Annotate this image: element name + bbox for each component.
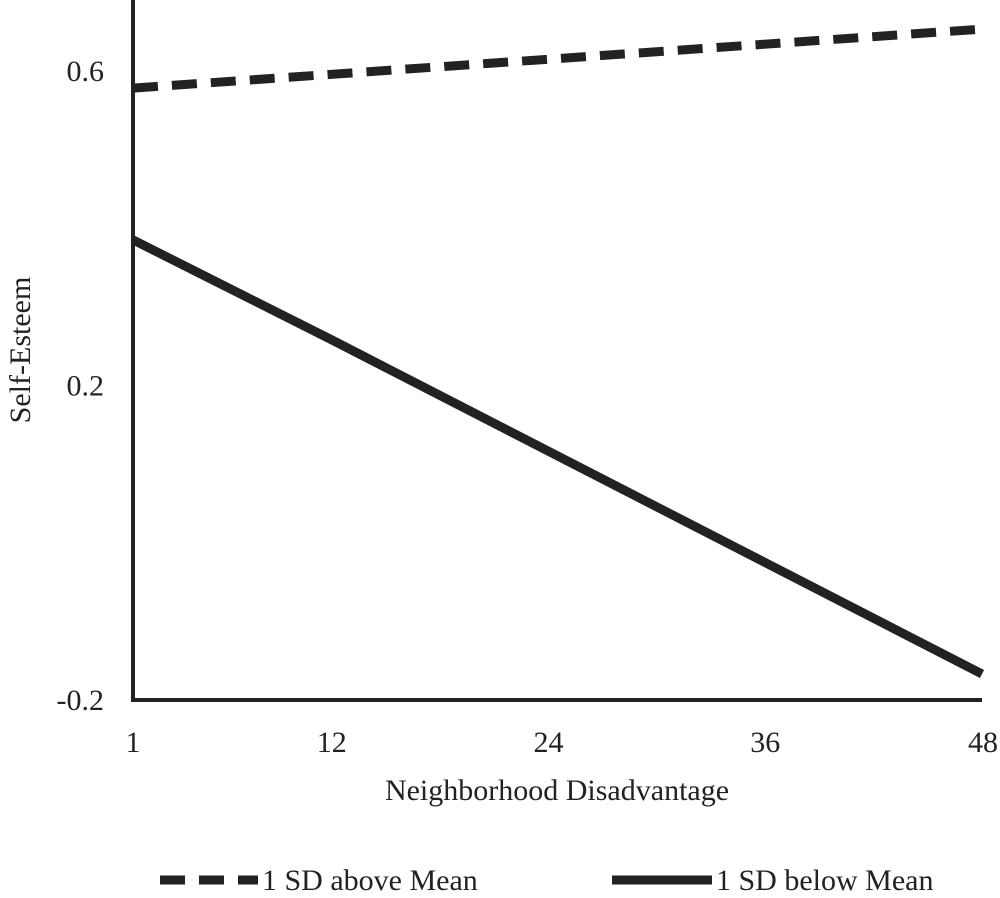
- y-tick-label: 0.6: [67, 55, 105, 88]
- legend-label: 1 SD below Mean: [716, 864, 933, 897]
- x-axis-label: Neighborhood Disadvantage: [385, 774, 729, 807]
- legend: 1 SD above Mean 1 SD below Mean: [160, 864, 933, 897]
- series-lines: [130, 24, 985, 679]
- x-tick-label: 48: [968, 726, 998, 759]
- series-line-below-mean: [130, 235, 985, 679]
- x-tick-label: 1: [126, 726, 141, 759]
- x-tick-label: 24: [534, 726, 564, 759]
- legend-label: 1 SD above Mean: [262, 864, 478, 897]
- x-tick-label: 12: [317, 726, 347, 759]
- y-tick-label: -0.2: [57, 684, 105, 717]
- y-tick-label: 0.2: [67, 369, 105, 402]
- series-line-above-mean: [132, 24, 983, 93]
- y-tick-labels: -0.2 0.2 0.6: [57, 55, 105, 717]
- x-tick-labels: 1 12 24 36 48: [126, 726, 999, 759]
- x-tick-label: 36: [750, 726, 780, 759]
- y-axis-label: Self-Esteem: [4, 277, 37, 424]
